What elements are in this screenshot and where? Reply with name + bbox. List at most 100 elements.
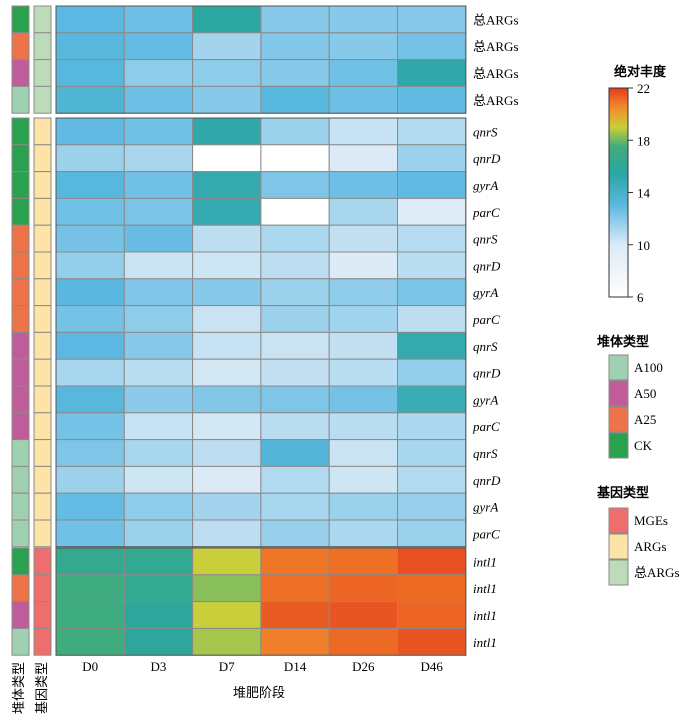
gene-type-cell: [33, 358, 52, 387]
gene-type-legend: 基因类型 MGEs ARGs 总ARGs: [596, 485, 680, 586]
heatmap-cell: [55, 251, 125, 280]
heatmap-cell: [397, 5, 467, 34]
pile-type-cell: [11, 5, 30, 34]
row-label: intl1: [473, 554, 497, 569]
heatmap-cell: [55, 574, 125, 603]
legend-label: A100: [634, 360, 663, 375]
heatmap-cell: [397, 331, 467, 360]
heatmap-cell: [123, 278, 194, 307]
heatmap-cell: [397, 627, 467, 656]
gene-type-cell: [33, 519, 52, 548]
heatmap-cell: [328, 5, 399, 34]
pile-type-cell: [11, 224, 30, 253]
heatmap-cell: [123, 197, 194, 226]
heatmap-cell: [260, 574, 330, 603]
gene-type-cell: [33, 627, 52, 656]
row-label: parC: [472, 526, 500, 541]
pile-type-cell: [11, 144, 30, 173]
row-label: gyrA: [473, 285, 498, 300]
heatmap-cell: [55, 197, 125, 226]
heatmap-cell: [260, 331, 330, 360]
heatmap-cell: [328, 85, 399, 114]
heatmap-cell: [123, 5, 194, 34]
heatmap-cell: [260, 547, 330, 576]
heatmap-cell: [55, 465, 125, 494]
heatmap-cell: [123, 439, 194, 467]
gene-type-cell: [33, 492, 52, 521]
heatmap-cell: [192, 492, 262, 521]
heatmap-cell: [397, 144, 467, 173]
row-label: qnrS: [473, 446, 498, 461]
heatmap-cell: [192, 171, 262, 199]
row-label: qnrD: [473, 258, 501, 273]
colorbar-tick-label: 22: [637, 81, 650, 96]
legend-label: A50: [634, 386, 656, 401]
pile-type-cell: [11, 385, 30, 414]
row-label: 总ARGs: [473, 66, 519, 81]
heatmap-cell: [192, 144, 262, 173]
heatmap-cell: [328, 492, 399, 521]
row-label: qnrD: [473, 151, 501, 166]
heatmap-cell: [328, 144, 399, 173]
heatmap-cell: [260, 492, 330, 521]
row-label: gyrA: [473, 392, 498, 407]
gene-type-cell: [33, 278, 52, 307]
legend-swatch: [608, 406, 629, 433]
row-label: intl1: [473, 608, 497, 623]
pile-type-cell: [11, 519, 30, 548]
legend-label: CK: [634, 438, 653, 453]
heatmap-cell: [55, 439, 125, 467]
heatmap-cell: [192, 5, 262, 34]
row-label: 总ARGs: [473, 39, 519, 54]
heatmap-cell: [123, 412, 194, 441]
heatmap-cell: [328, 278, 399, 307]
heatmap-cell: [192, 358, 262, 387]
legend-label: 总ARGs: [634, 565, 680, 580]
heatmap-cell: [123, 385, 194, 414]
heatmap-cell: [55, 224, 125, 253]
row-label: qnrD: [473, 473, 501, 488]
heatmap-cell: [260, 519, 330, 548]
pile-type-cell: [11, 59, 30, 87]
heatmap-cell: [55, 117, 125, 146]
heatmap-cell: [397, 305, 467, 333]
column-label: D7: [219, 659, 235, 674]
heatmap-cell: [55, 385, 125, 414]
heatmap-cell: [328, 331, 399, 360]
heatmap-cell: [55, 171, 125, 199]
heatmap-cell: [123, 519, 194, 548]
heatmap-cell: [260, 32, 330, 61]
row-label: 总ARGs: [473, 93, 519, 108]
gene-type-cell: [33, 171, 52, 199]
pile-type-cell: [11, 439, 30, 467]
colorbar-gradient: [608, 87, 629, 298]
legend-label: A25: [634, 412, 656, 427]
heatmap-cell: [55, 5, 125, 34]
heatmap-cell: [192, 224, 262, 253]
pile-type-cell: [11, 85, 30, 114]
heatmap-cell: [260, 117, 330, 146]
gene-type-cell: [33, 439, 52, 467]
heatmap-cell: [192, 547, 262, 576]
row-label: qnrS: [473, 232, 498, 247]
heatmap-cell: [397, 224, 467, 253]
heatmap-cell: [123, 224, 194, 253]
heatmap-cell: [192, 305, 262, 333]
pile-type-cell: [11, 358, 30, 387]
heatmap-cell: [328, 385, 399, 414]
heatmap-cell: [328, 601, 399, 629]
colorbar-tick-label: 10: [637, 238, 650, 253]
heatmap-cell: [397, 385, 467, 414]
heatmap-cell: [397, 574, 467, 603]
colorbar-title: 绝对丰度: [614, 64, 667, 80]
pile-type-cell: [11, 601, 30, 629]
heatmap-cell: [192, 385, 262, 414]
row-label: qnrD: [473, 366, 501, 381]
heatmap-cell: [55, 547, 125, 576]
heatmap-cell: [328, 574, 399, 603]
heatmap-cell: [192, 519, 262, 548]
heatmap-cell: [192, 627, 262, 656]
heatmap-cell: [397, 465, 467, 494]
heatmap-cell: [260, 412, 330, 441]
